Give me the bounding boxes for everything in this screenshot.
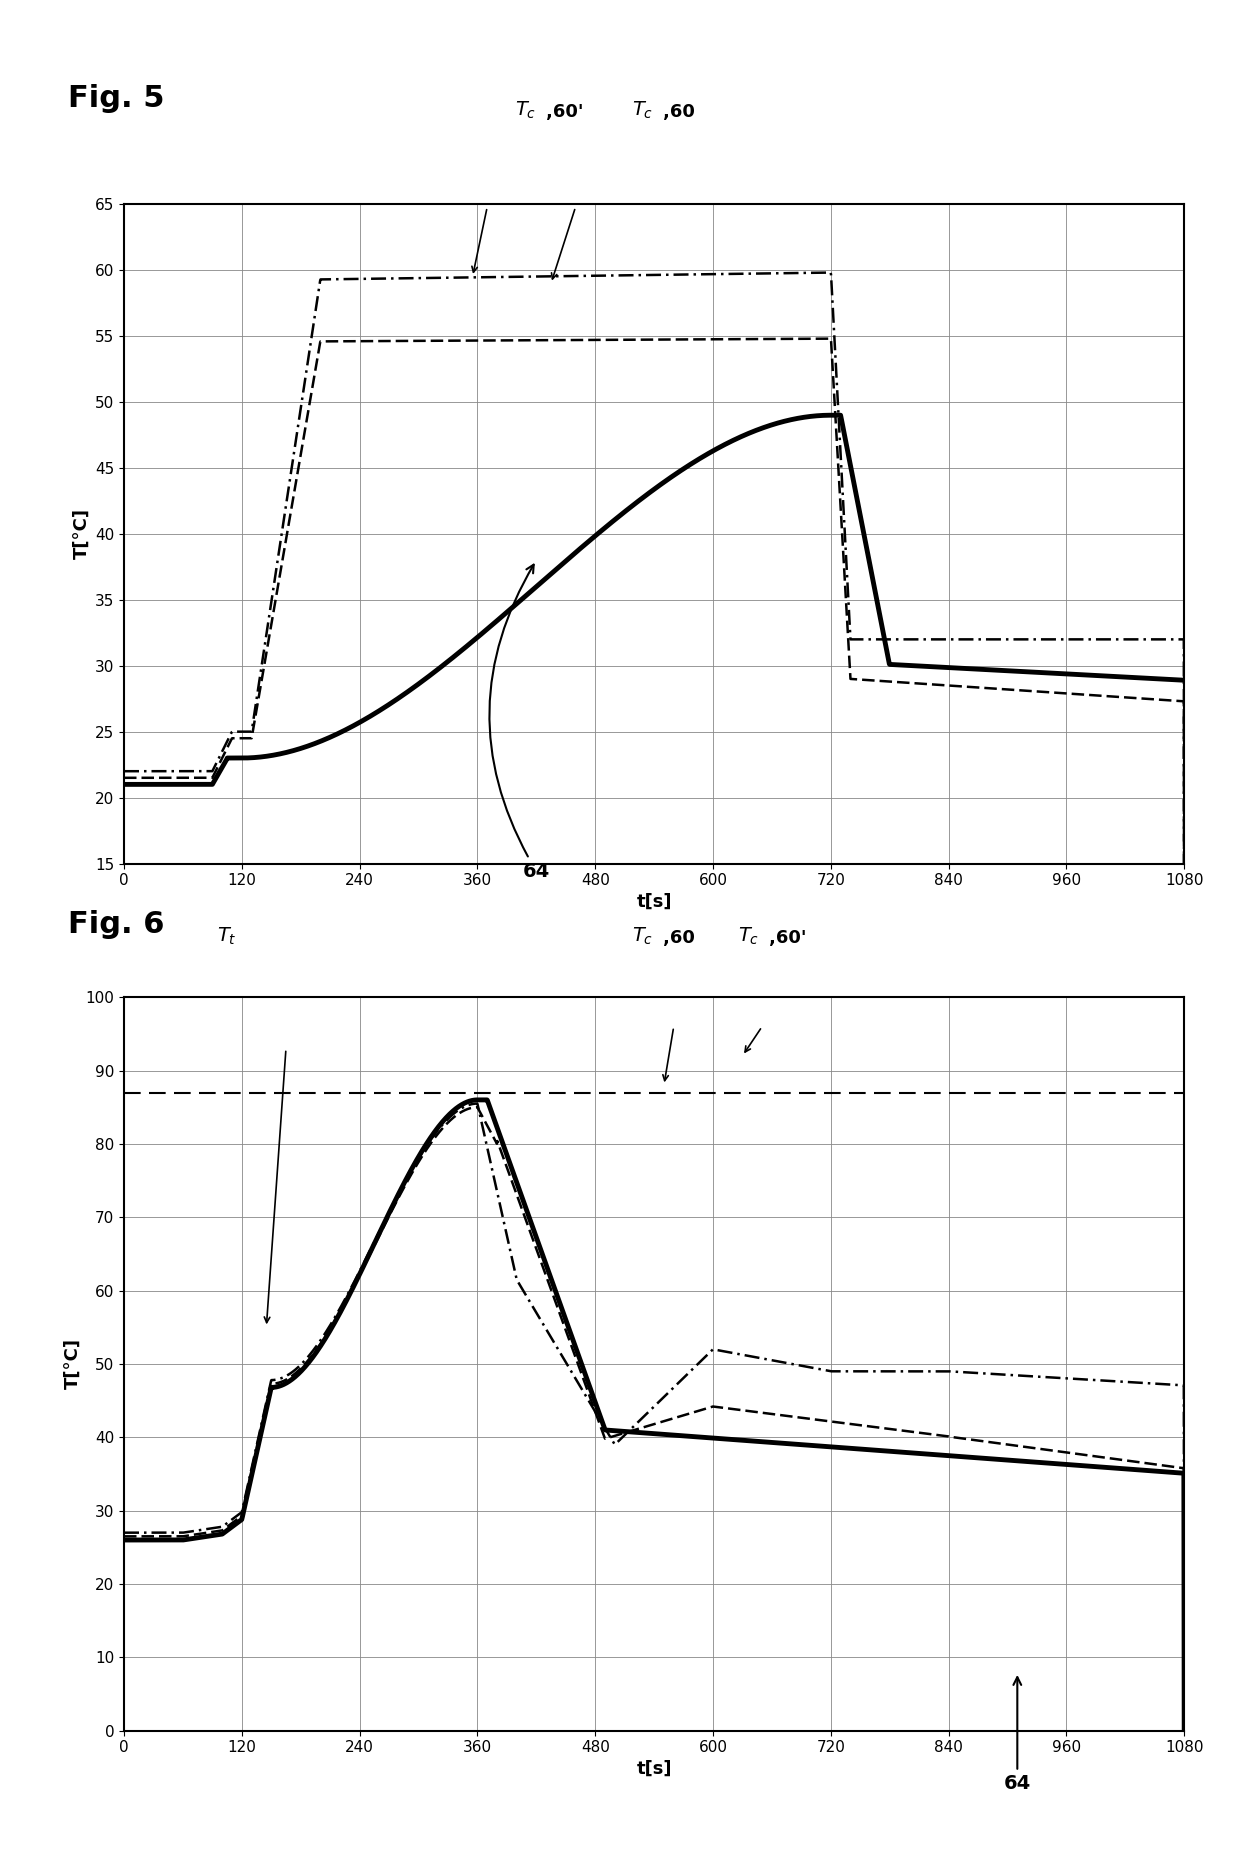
X-axis label: t[s]: t[s] bbox=[636, 1760, 672, 1777]
Y-axis label: T[°C]: T[°C] bbox=[73, 509, 91, 559]
Text: Fig. 6: Fig. 6 bbox=[68, 910, 165, 940]
Text: $T_c$: $T_c$ bbox=[738, 927, 759, 947]
Text: ,60': ,60' bbox=[769, 928, 806, 947]
Text: 64: 64 bbox=[1003, 1677, 1030, 1794]
Text: ,60: ,60 bbox=[663, 928, 696, 947]
Text: $T_c$: $T_c$ bbox=[632, 927, 653, 947]
Text: Fig. 5: Fig. 5 bbox=[68, 84, 165, 113]
Y-axis label: T[°C]: T[°C] bbox=[63, 1339, 82, 1389]
Text: $T_t$: $T_t$ bbox=[217, 927, 237, 947]
Text: ,60: ,60 bbox=[663, 102, 696, 121]
Text: ,60': ,60' bbox=[546, 102, 583, 121]
X-axis label: t[s]: t[s] bbox=[636, 893, 672, 910]
Text: 64: 64 bbox=[490, 565, 549, 880]
Text: $T_c$: $T_c$ bbox=[515, 100, 536, 121]
Text: $T_c$: $T_c$ bbox=[632, 100, 653, 121]
